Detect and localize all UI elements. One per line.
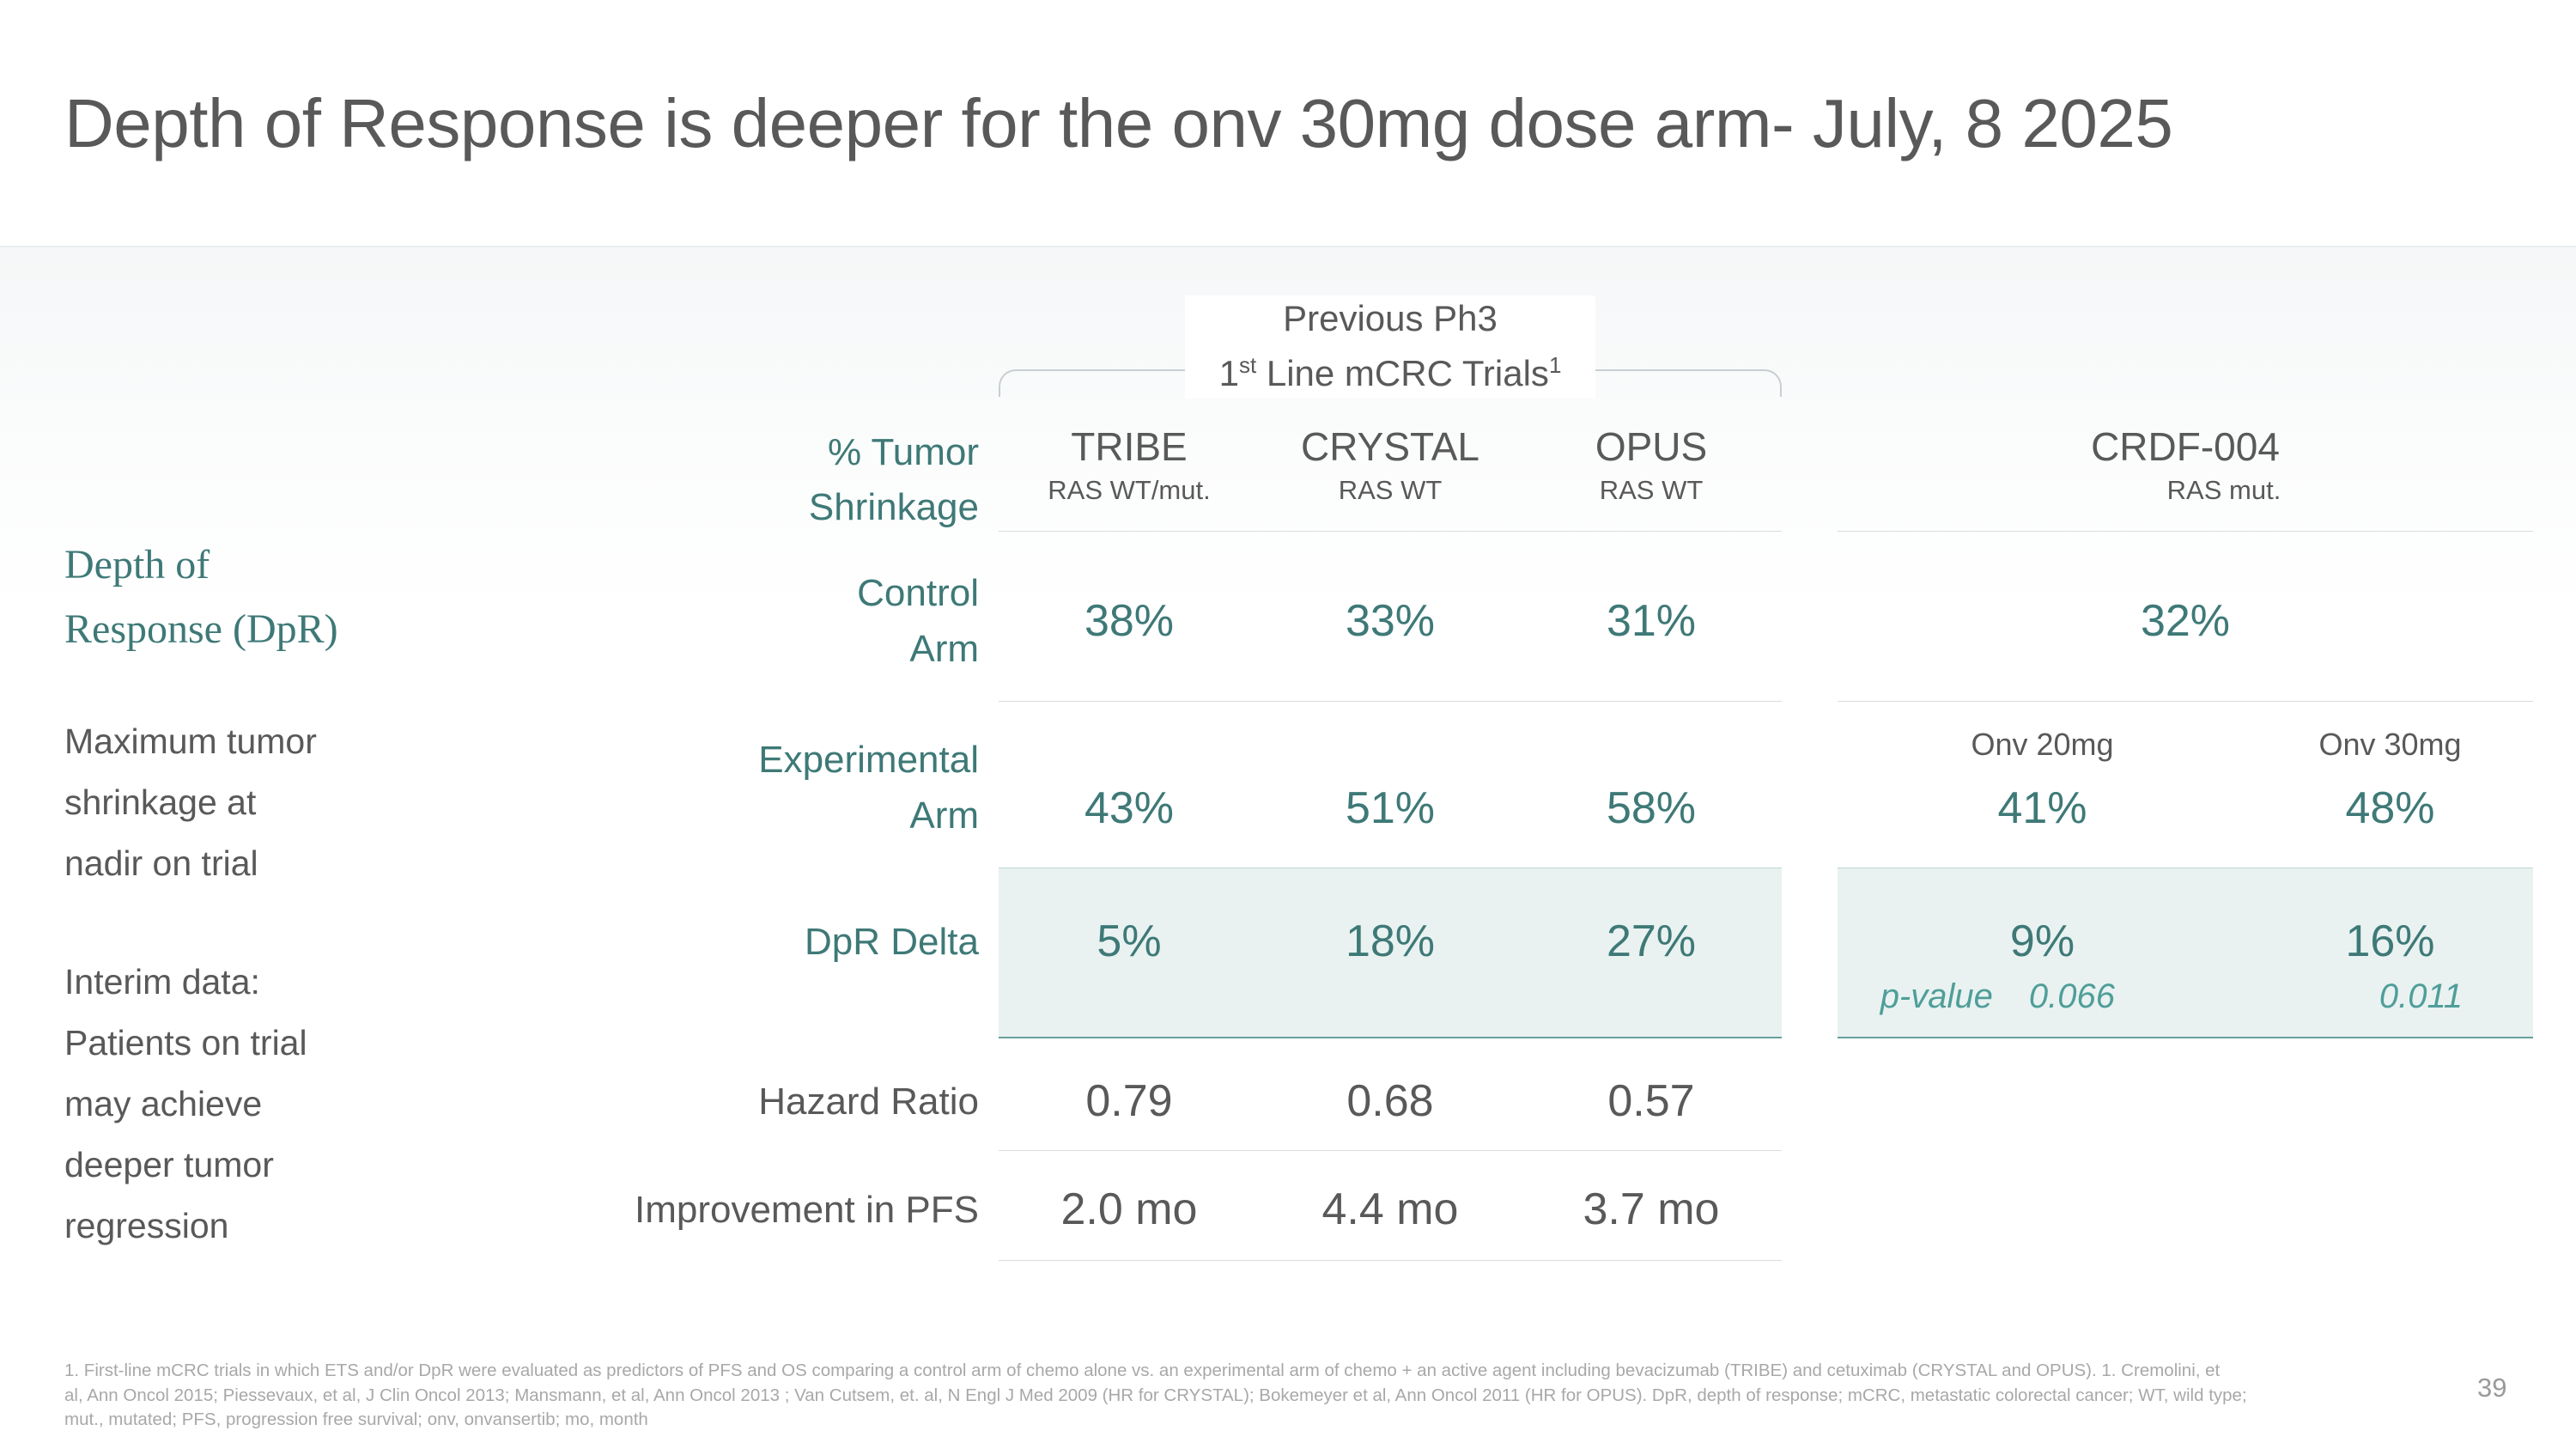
p-value-onv20-number: 0.066 <box>2028 977 2115 1015</box>
experimental-arm-values: 43% 51% 58% <box>999 778 1782 838</box>
control-tribe-value: 38% <box>1084 596 1175 646</box>
p-value-onv30-number: 0.011 <box>2379 977 2463 1015</box>
pfs-values: 2.0 mo 4.4 mo 3.7 mo <box>999 1179 1782 1239</box>
footnote-reference: 1 <box>1548 352 1562 378</box>
page-title: Depth of Response is deeper for the onv … <box>64 85 2173 161</box>
dpr-delta-crystal-value: 18% <box>1345 916 1436 966</box>
onv-30mg-label: Onv 30mg <box>2318 727 2462 762</box>
dpr-section-heading: Depth of Response (DpR) <box>64 542 338 652</box>
dpr-delta-highlight-right <box>1838 868 2533 1038</box>
group-label-line2: 1st Line mCRC Trials1 <box>1218 352 1562 393</box>
footnote-line-1: 1. First-line mCRC trials in which ETS a… <box>64 1361 2221 1380</box>
note-interim-data: Interim data: Patients on trial may achi… <box>64 962 307 1245</box>
p-value-onv30: 0.011 <box>2185 976 2533 1017</box>
dpr-delta-onv30-value: 16% <box>2345 916 2435 966</box>
row-label-hazard-ratio: Hazard Ratio <box>758 1081 979 1123</box>
experimental-crystal-value: 51% <box>1345 783 1436 833</box>
control-crystal-value: 33% <box>1345 596 1436 646</box>
hazard-ratio-values: 0.79 0.68 0.57 <box>999 1071 1782 1131</box>
hazard-opus-value: 0.57 <box>1607 1076 1695 1126</box>
crdf-dose-labels: Onv 20mg Onv 30mg <box>1868 726 2564 764</box>
previous-trials-group-label: Previous Ph3 1st Line mCRC Trials1 <box>1185 295 1595 399</box>
experimental-crdf-values: 41% 48% <box>1868 778 2564 838</box>
column-header-crdf-004: CRDF-004 RAS mut. <box>2091 424 2281 505</box>
experimental-opus-value: 58% <box>1606 783 1697 833</box>
p-value-label: p-value <box>1880 977 1993 1015</box>
dpr-delta-opus-value: 27% <box>1606 916 1697 966</box>
footnote-line-2: al, Ann Oncol 2015; Piessevaux, et al, J… <box>64 1385 2247 1405</box>
dpr-delta-onv20-value: 9% <box>2009 916 2075 966</box>
pfs-opus-value: 3.7 mo <box>1583 1184 1720 1234</box>
dpr-delta-highlight-left <box>999 868 1782 1038</box>
control-crdf-value: 32% <box>2140 596 2231 646</box>
dpr-delta-crdf-values: 9% 16% <box>1868 911 2564 971</box>
row-label-dpr-delta: DpR Delta <box>805 921 979 963</box>
trial-column-headers: TRIBE RAS WT/mut. CRYSTAL RAS WT OPUS RA… <box>999 423 1782 507</box>
column-header-opus: OPUS RAS WT <box>1595 424 1708 505</box>
ordinal-superscript: st <box>1238 352 1257 378</box>
dpr-delta-values: 5% 18% 27% <box>999 911 1782 971</box>
control-opus-value: 31% <box>1606 596 1697 646</box>
title-divider <box>0 246 2576 247</box>
group-label-line1: Previous Ph3 <box>1283 298 1498 338</box>
rule-below-headers-right <box>1838 531 2533 532</box>
dpr-delta-tribe-value: 5% <box>1097 916 1162 966</box>
experimental-tribe-value: 43% <box>1084 783 1175 833</box>
onv-20mg-label: Onv 20mg <box>1971 727 2114 762</box>
p-value-row: p-value 0.066 0.011 <box>1838 976 2533 1017</box>
p-value-onv20: p-value 0.066 <box>1838 976 2185 1017</box>
pfs-crystal-value: 4.4 mo <box>1321 1184 1459 1234</box>
rule-below-control-left <box>999 701 1782 702</box>
onv-30mg-value: 48% <box>2345 783 2435 833</box>
footnote-line-3: mut., mutated; PFS, progression free sur… <box>64 1409 648 1429</box>
row-label-control-arm: Control Arm <box>857 572 979 670</box>
control-arm-values: 38% 33% 31% <box>999 591 1782 651</box>
rule-below-hazard <box>999 1150 1782 1151</box>
onv-20mg-value: 41% <box>1997 783 2087 833</box>
rule-below-pfs <box>999 1260 1782 1261</box>
corner-label-tumor-shrinkage: % Tumor Shrinkage <box>808 431 979 528</box>
page-number: 39 <box>2477 1373 2507 1403</box>
column-header-crystal: CRYSTAL RAS WT <box>1301 424 1479 505</box>
footnote: 1. First-line mCRC trials in which ETS a… <box>64 1359 2247 1433</box>
hazard-crystal-value: 0.68 <box>1346 1076 1434 1126</box>
hazard-tribe-value: 0.79 <box>1085 1076 1173 1126</box>
note-max-tumor: Maximum tumor shrinkage at nadir on tria… <box>64 721 317 883</box>
rule-below-headers-left <box>999 531 1782 532</box>
row-label-experimental-arm: Experimental Arm <box>758 739 979 837</box>
pfs-tribe-value: 2.0 mo <box>1060 1184 1198 1234</box>
row-label-improvement-pfs: Improvement in PFS <box>634 1189 979 1231</box>
rule-below-control-right <box>1838 701 2533 702</box>
column-header-tribe: TRIBE RAS WT/mut. <box>1048 424 1211 505</box>
